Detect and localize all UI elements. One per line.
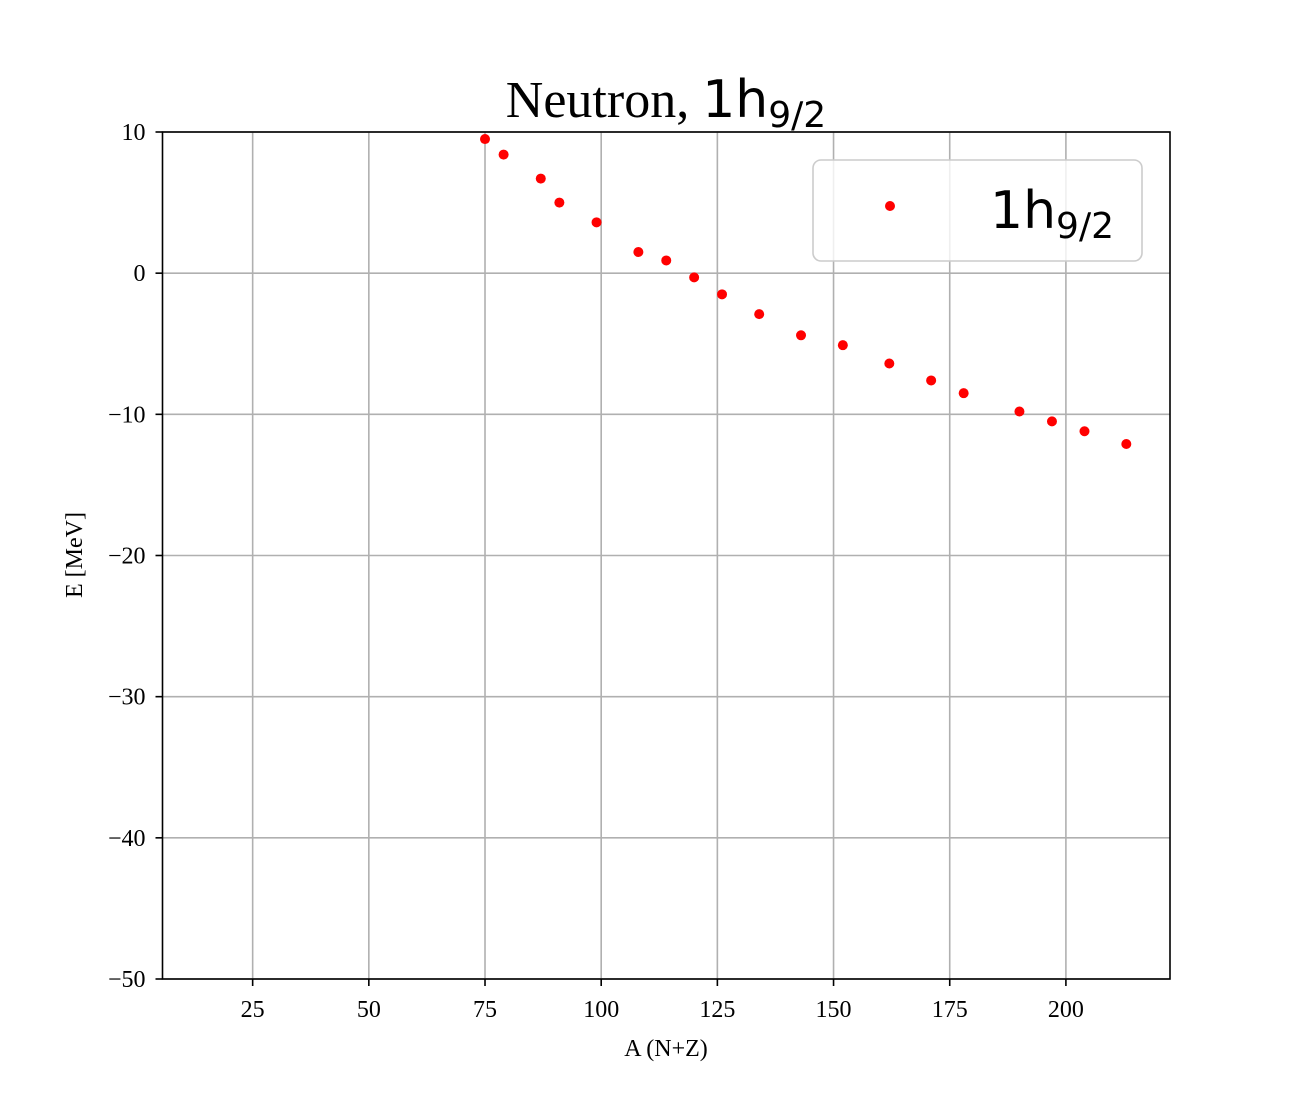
y-axis-label: E [MeV]	[62, 512, 88, 598]
y-tick-label: −40	[108, 826, 146, 852]
data-point	[717, 289, 728, 300]
x-tick-label: 50	[357, 997, 381, 1023]
data-point	[926, 375, 937, 386]
y-tick-label: 10	[122, 120, 146, 146]
data-point	[689, 272, 700, 283]
data-point	[958, 388, 969, 399]
data-point	[661, 255, 672, 266]
legend-marker	[885, 201, 895, 211]
legend-label: 1h9/2	[990, 181, 1114, 247]
x-axis-label: A (N+Z)	[624, 1036, 708, 1062]
data-series	[480, 134, 1132, 449]
legend-box	[812, 159, 1143, 262]
data-point	[1014, 406, 1025, 417]
y-tick-label: −20	[108, 544, 146, 570]
title-subscript: 9/2	[768, 95, 826, 136]
x-tick-label: 75	[473, 997, 497, 1023]
data-point	[796, 330, 807, 341]
legend-label-main: 1h	[990, 181, 1056, 241]
x-tick-label: 150	[816, 997, 852, 1023]
data-point	[837, 340, 848, 351]
x-tick-label: 200	[1048, 997, 1084, 1023]
legend: 1h9/2	[812, 159, 1143, 262]
y-tick-label: 0	[134, 261, 146, 287]
y-tick-label: −50	[108, 967, 146, 993]
data-point	[1079, 426, 1090, 437]
title-orbital: 1h	[702, 70, 768, 130]
x-tick-label: 125	[699, 997, 735, 1023]
data-point	[633, 246, 644, 257]
data-point	[754, 309, 765, 320]
y-tick-label: −30	[108, 685, 146, 711]
data-point	[480, 134, 491, 145]
data-point	[1121, 438, 1132, 449]
y-tick-label: −10	[108, 402, 146, 428]
data-point	[535, 173, 546, 184]
x-tick-label: 175	[932, 997, 968, 1023]
title-prefix: Neutron,	[506, 72, 702, 129]
data-point	[884, 358, 895, 369]
x-tick-label: 100	[583, 997, 619, 1023]
x-tick-label: 25	[241, 997, 265, 1023]
data-point	[498, 149, 509, 160]
data-point	[554, 197, 565, 208]
data-point	[1046, 416, 1057, 427]
data-point	[591, 217, 602, 228]
legend-label-sub: 9/2	[1056, 206, 1114, 247]
chart-title: Neutron, 1h9/2	[506, 70, 826, 136]
